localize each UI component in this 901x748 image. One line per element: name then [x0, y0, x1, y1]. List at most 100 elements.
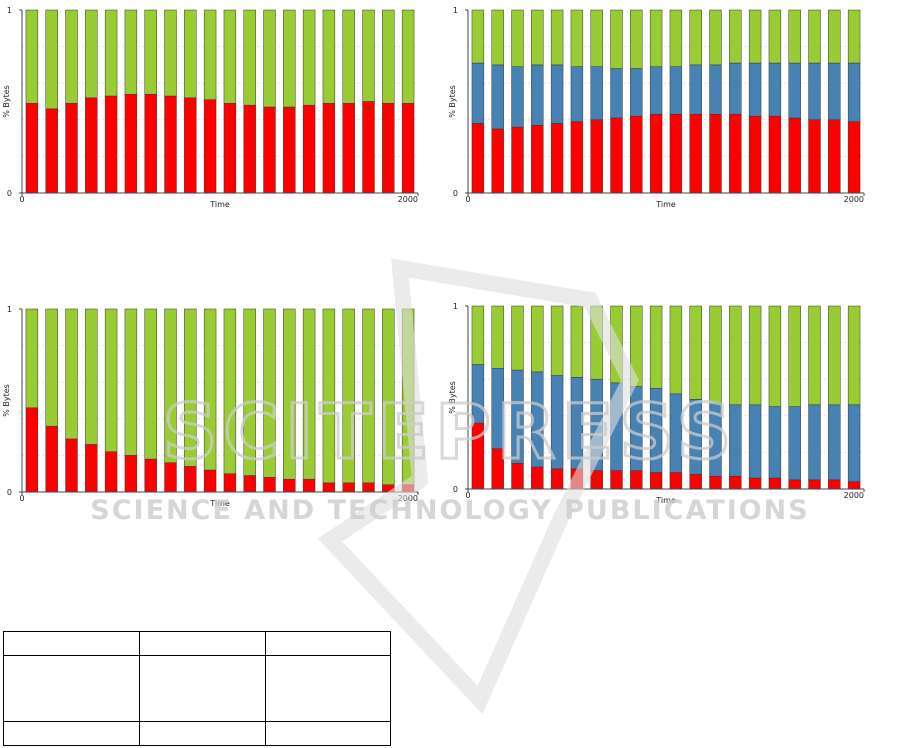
- bar-segment: [709, 305, 722, 404]
- bar-segment: [45, 308, 58, 427]
- bar-segment: [709, 9, 722, 66]
- x-tick-label: 0: [465, 491, 470, 500]
- bar-segment: [302, 9, 316, 106]
- x-tick-label: 2000: [398, 195, 418, 204]
- chart: 0 1 0 2000 Time % Bytes: [2, 6, 419, 209]
- x-tick-label: 2000: [844, 491, 864, 500]
- y-tick-label: 1: [7, 6, 12, 15]
- x-axis-label: Time: [209, 200, 230, 209]
- bar-segment: [65, 308, 78, 440]
- x-tick-label: 0: [19, 195, 24, 204]
- y-tick-label: 1: [453, 302, 458, 311]
- bar-segment: [25, 308, 39, 409]
- y-axis-label: % Bytes: [448, 381, 457, 414]
- x-axis-label: Time: [655, 200, 676, 209]
- bar-segment: [104, 9, 118, 97]
- bar-segment: [144, 9, 157, 95]
- bar-segment: [491, 305, 504, 369]
- y-axis-label: % Bytes: [448, 85, 457, 118]
- bar-segment: [649, 305, 663, 389]
- bar-segment: [223, 308, 237, 474]
- bar-segment: [342, 9, 355, 104]
- bar-segment: [382, 9, 395, 104]
- y-axis-label: % Bytes: [2, 384, 11, 417]
- bar-segment: [124, 308, 138, 456]
- bar-segment: [184, 308, 197, 467]
- bar-segment: [164, 308, 177, 463]
- bar-segment: [362, 308, 375, 484]
- bar-segment: [45, 9, 58, 110]
- y-tick-label: 1: [7, 305, 12, 314]
- bar-segment: [570, 9, 584, 67]
- bar-segment: [243, 9, 256, 106]
- bar-segment: [104, 308, 118, 452]
- bar-segment: [689, 9, 702, 66]
- bar-segment: [550, 9, 564, 66]
- y-tick-label: 0: [7, 189, 12, 198]
- bar-segment: [362, 9, 375, 102]
- bar-segment: [768, 305, 782, 407]
- bar-segment: [808, 9, 821, 64]
- x-axis-label: Time: [655, 496, 676, 505]
- bar-segment: [85, 9, 98, 99]
- bar-segment: [203, 308, 217, 471]
- bar-segment: [828, 305, 841, 406]
- watermark-shape: [317, 258, 639, 715]
- bar-segment: [808, 305, 821, 406]
- bar-segment: [630, 9, 643, 69]
- bar-segment: [401, 9, 415, 104]
- bar-segment: [203, 9, 217, 100]
- bar-segment: [322, 9, 336, 104]
- bar-segment: [748, 305, 762, 406]
- bar-segment: [669, 305, 683, 395]
- bar-segment: [511, 305, 524, 371]
- x-tick-label: 2000: [844, 195, 864, 204]
- y-axis-label: % Bytes: [2, 85, 11, 118]
- bar-segment: [124, 9, 138, 95]
- x-tick-label: 0: [465, 195, 470, 204]
- bar-segment: [729, 305, 742, 406]
- bar-segment: [322, 308, 336, 484]
- bar-segment: [263, 9, 276, 108]
- x-tick-label: 2000: [398, 494, 418, 503]
- bar-segment: [511, 9, 524, 67]
- bar-segment: [729, 9, 742, 64]
- bar-segment: [550, 305, 564, 376]
- bar-segment: [590, 9, 603, 67]
- chart: 0 1 0 2000 Time % Bytes: [448, 6, 865, 209]
- bar-segment: [85, 308, 98, 445]
- bar-segment: [283, 9, 296, 108]
- bar-segment: [748, 9, 762, 64]
- y-tick-label: 0: [7, 488, 12, 497]
- bar-segment: [630, 305, 643, 387]
- bar-segment: [531, 9, 544, 66]
- bar-segment: [184, 9, 197, 99]
- bar-segment: [164, 9, 177, 97]
- bar-segment: [689, 305, 702, 400]
- bar-segment: [471, 305, 485, 365]
- bar-segment: [788, 9, 801, 64]
- bar-segment: [25, 9, 39, 104]
- watermark-subtitle: SCIENCE AND TECHNOLOGY PUBLICATIONS: [90, 495, 809, 526]
- y-tick-label: 0: [453, 485, 458, 494]
- bar-segment: [531, 305, 544, 373]
- bar-segment: [243, 308, 256, 476]
- bar-segment: [223, 9, 237, 104]
- bar-segment: [570, 305, 584, 378]
- bar-segment: [65, 9, 78, 104]
- bar-segment: [144, 308, 157, 460]
- y-tick-label: 1: [453, 6, 458, 15]
- bar-segment: [768, 9, 782, 64]
- bar-segment: [828, 9, 841, 64]
- bar-segment: [847, 305, 861, 406]
- bar-segment: [610, 9, 623, 69]
- y-tick-label: 0: [453, 189, 458, 198]
- x-axis-label: Time: [209, 499, 230, 508]
- bar-segment: [382, 308, 395, 485]
- bar-segment: [263, 308, 276, 478]
- table: [3, 631, 391, 746]
- x-tick-label: 0: [19, 494, 24, 503]
- bar-segment: [649, 9, 663, 67]
